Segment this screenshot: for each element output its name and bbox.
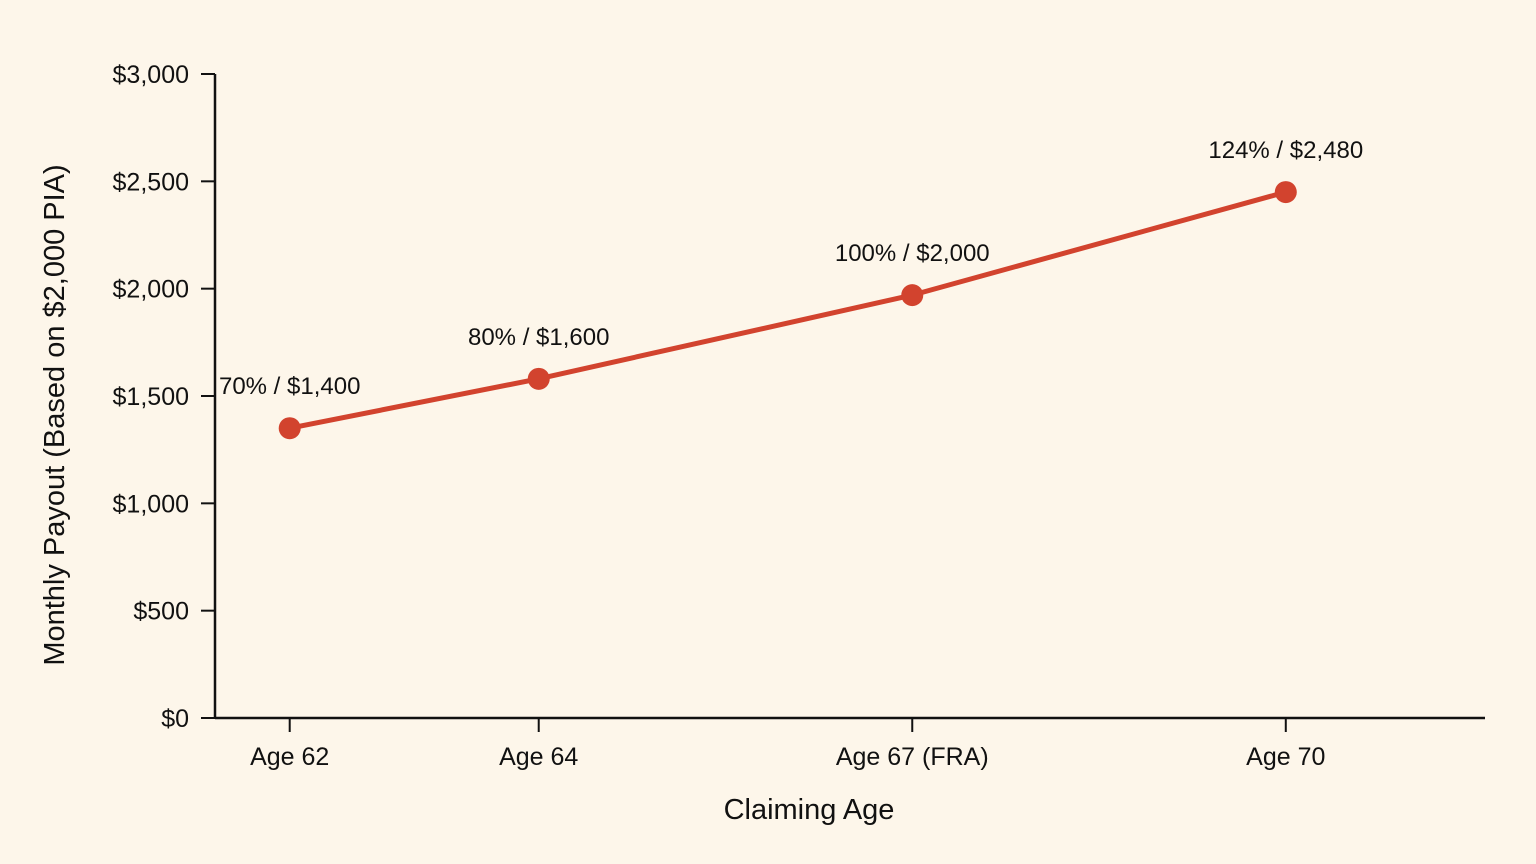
- data-point-label: 100% / $2,000: [835, 240, 990, 267]
- data-point: [901, 284, 924, 307]
- y-tick-label: $2,000: [113, 276, 189, 304]
- y-axis: $0 $500 $1,000 $1,500 $2,000 $2,500 $3,000: [113, 61, 217, 733]
- data-point-label: 80% / $1,600: [468, 324, 609, 351]
- data-point-label: 70% / $1,400: [219, 373, 360, 400]
- y-tick-label: $1,500: [113, 383, 189, 411]
- series-group: [278, 181, 1297, 440]
- x-tick-label: Age 70: [1246, 743, 1325, 771]
- y-tick-label: $500: [133, 598, 189, 626]
- data-point: [527, 367, 550, 390]
- data-point: [278, 417, 301, 440]
- data-point-label: 124% / $2,480: [1208, 137, 1363, 164]
- y-axis-title: Monthly Payout (Based on $2,000 PIA): [39, 164, 71, 665]
- data-point: [1274, 181, 1297, 204]
- y-tick-label: $2,500: [113, 168, 189, 196]
- data-labels: 70% / $1,400 80% / $1,600 100% / $2,000 124…: [219, 137, 1363, 400]
- x-axis: Age 62 Age 64 Age 67 (FRA) Age 70: [215, 716, 1485, 771]
- y-tick-label: $0: [161, 705, 189, 733]
- x-tick-label: Age 67 (FRA): [836, 743, 989, 771]
- y-tick-label: $3,000: [113, 61, 189, 89]
- y-tick-label: $1,000: [113, 490, 189, 518]
- series-line: [287, 189, 1289, 431]
- x-tick-label: Age 64: [499, 743, 578, 771]
- x-tick-label: Age 62: [250, 743, 329, 771]
- x-axis-title: Claiming Age: [724, 794, 895, 826]
